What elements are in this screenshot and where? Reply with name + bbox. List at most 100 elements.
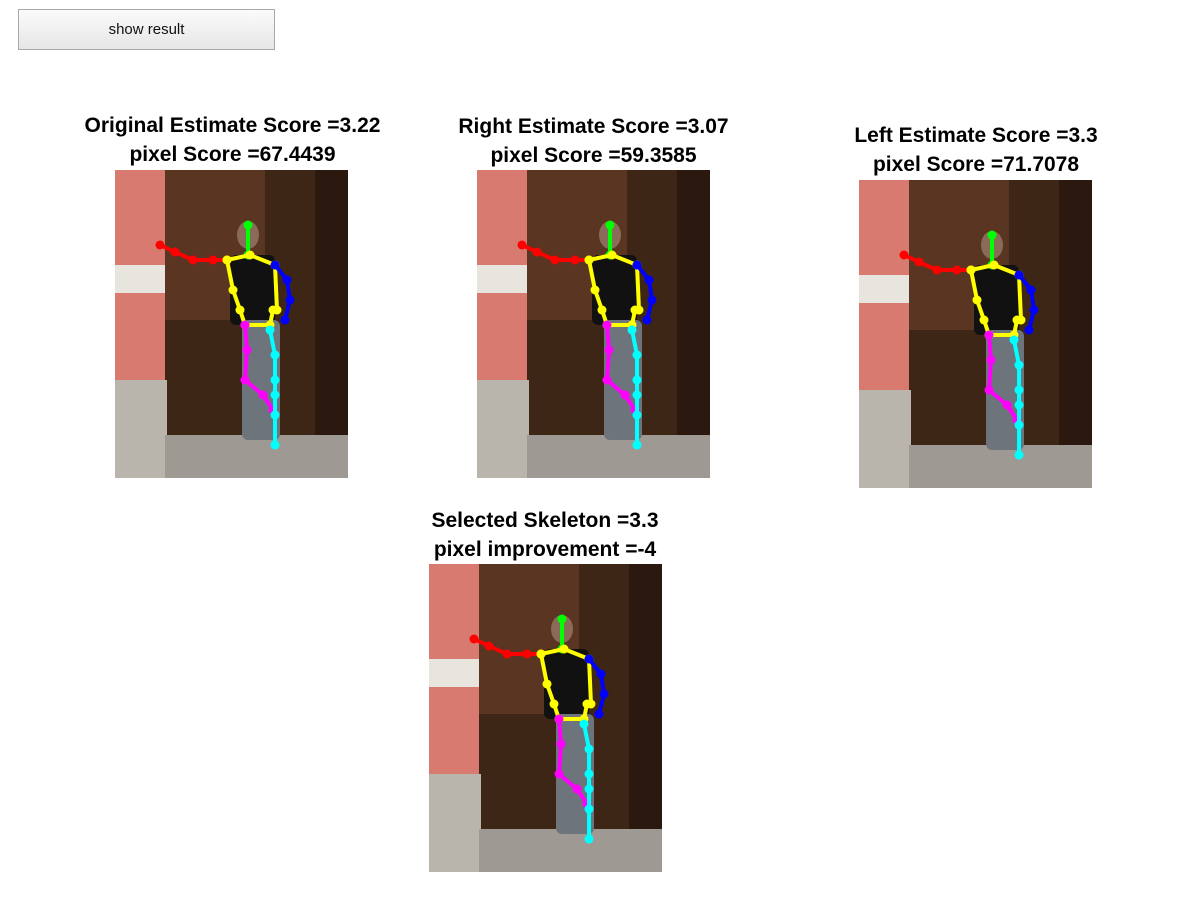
left-arm-joint bbox=[280, 315, 290, 325]
right-leg-joint bbox=[984, 330, 994, 340]
left-leg-joint bbox=[1009, 335, 1019, 345]
panel-right-score: Right Estimate Score =3.07 bbox=[458, 115, 729, 138]
torso-joint bbox=[989, 260, 999, 270]
torso-joint bbox=[245, 250, 255, 260]
left-arm-joint bbox=[647, 295, 657, 305]
right-arm-joint bbox=[208, 255, 218, 265]
pavement bbox=[527, 435, 710, 478]
wall-band bbox=[429, 659, 479, 687]
torso-joint bbox=[542, 679, 552, 689]
panel-original-pixel-score: pixel Score =67.4439 bbox=[129, 143, 336, 166]
left-arm-joint bbox=[1014, 270, 1024, 280]
head-joint bbox=[557, 614, 567, 624]
right-leg-joint bbox=[1002, 400, 1012, 410]
right-leg-joint bbox=[240, 320, 250, 330]
left-arm-limb bbox=[587, 657, 606, 715]
panel-selected-image bbox=[429, 564, 662, 872]
left-leg-joint bbox=[584, 804, 594, 814]
torso-limb bbox=[587, 253, 641, 327]
right-arm-joint bbox=[570, 255, 580, 265]
right-leg-joint bbox=[620, 390, 630, 400]
right-leg-joint bbox=[554, 769, 564, 779]
right-leg-joint bbox=[554, 714, 564, 724]
wall-band bbox=[477, 265, 527, 293]
right-leg-joint bbox=[602, 320, 612, 330]
left-arm-joint bbox=[632, 260, 642, 270]
left-leg-joint bbox=[270, 390, 280, 400]
pavement bbox=[165, 435, 348, 478]
torso-joint bbox=[630, 305, 640, 315]
torso-limb bbox=[225, 253, 279, 327]
left-leg-joint bbox=[632, 350, 642, 360]
right-arm-joint bbox=[522, 649, 532, 659]
right-arm-joint bbox=[952, 265, 962, 275]
right-arm-joint bbox=[170, 247, 180, 257]
right-leg-joint bbox=[602, 375, 612, 385]
dark-interior bbox=[677, 170, 710, 435]
stone-block bbox=[859, 390, 911, 488]
left-arm-joint bbox=[599, 689, 609, 699]
left-leg-joint bbox=[270, 350, 280, 360]
pavement bbox=[479, 829, 662, 872]
torso-joint bbox=[235, 305, 245, 315]
panel-selected-pixel-improvement: pixel improvement =-4 bbox=[433, 538, 657, 561]
stone-block bbox=[429, 774, 481, 872]
left-leg-joint bbox=[632, 375, 642, 385]
right-arm-joint bbox=[155, 240, 165, 250]
right-arm-joint bbox=[914, 257, 924, 267]
panel-original-title: Original Estimate Score =3.22 pixel Scor… bbox=[60, 111, 405, 169]
left-arm-joint bbox=[596, 669, 606, 679]
right-leg-joint bbox=[556, 739, 566, 749]
torso-joint bbox=[584, 255, 594, 265]
torso-joint bbox=[590, 285, 600, 295]
left-leg-joint bbox=[632, 410, 642, 420]
panel-original-image bbox=[115, 170, 348, 478]
left-arm-limb bbox=[1017, 273, 1036, 331]
left-arm-joint bbox=[270, 260, 280, 270]
torso-joint bbox=[979, 315, 989, 325]
torso-joint bbox=[268, 305, 278, 315]
torso-joint bbox=[222, 255, 232, 265]
left-leg-joint bbox=[584, 834, 594, 844]
left-leg-joint bbox=[579, 719, 589, 729]
right-leg-joint bbox=[984, 385, 994, 395]
right-arm-joint bbox=[932, 265, 942, 275]
right-arm-joint bbox=[899, 250, 909, 260]
torso-limb bbox=[539, 647, 593, 721]
dark-interior bbox=[315, 170, 348, 435]
left-leg-joint bbox=[1014, 400, 1024, 410]
right-leg-joint bbox=[242, 345, 252, 355]
stone-block bbox=[115, 380, 167, 478]
right-arm-joint bbox=[484, 641, 494, 651]
left-arm-joint bbox=[642, 315, 652, 325]
panel-right-pixel-score: pixel Score =59.3585 bbox=[490, 144, 697, 167]
torso-joint bbox=[228, 285, 238, 295]
left-arm-joint bbox=[1026, 285, 1036, 295]
left-leg-joint bbox=[627, 325, 637, 335]
left-arm-joint bbox=[644, 275, 654, 285]
left-leg-joint bbox=[265, 325, 275, 335]
wall-band bbox=[859, 275, 909, 303]
left-leg-joint bbox=[1014, 450, 1024, 460]
torso-joint bbox=[1012, 315, 1022, 325]
left-arm-joint bbox=[584, 654, 594, 664]
torso-joint bbox=[972, 295, 982, 305]
right-leg-joint bbox=[572, 784, 582, 794]
left-arm-joint bbox=[1029, 305, 1039, 315]
stone-block bbox=[477, 380, 529, 478]
left-leg-joint bbox=[632, 440, 642, 450]
torso-joint bbox=[536, 649, 546, 659]
right-leg-joint bbox=[986, 355, 996, 365]
torso-joint bbox=[559, 644, 569, 654]
panel-left-pixel-score: pixel Score =71.7078 bbox=[872, 153, 1080, 176]
torso-joint bbox=[582, 699, 592, 709]
torso-joint bbox=[597, 305, 607, 315]
dark-interior bbox=[629, 564, 662, 829]
right-leg-joint bbox=[604, 345, 614, 355]
left-arm-joint bbox=[1024, 325, 1034, 335]
show-result-button[interactable]: show result bbox=[18, 9, 275, 50]
left-leg-joint bbox=[1014, 420, 1024, 430]
torso-joint bbox=[549, 699, 559, 709]
left-arm-limb bbox=[273, 263, 292, 321]
panel-left-score: Left Estimate Score =3.3 bbox=[854, 124, 1098, 147]
